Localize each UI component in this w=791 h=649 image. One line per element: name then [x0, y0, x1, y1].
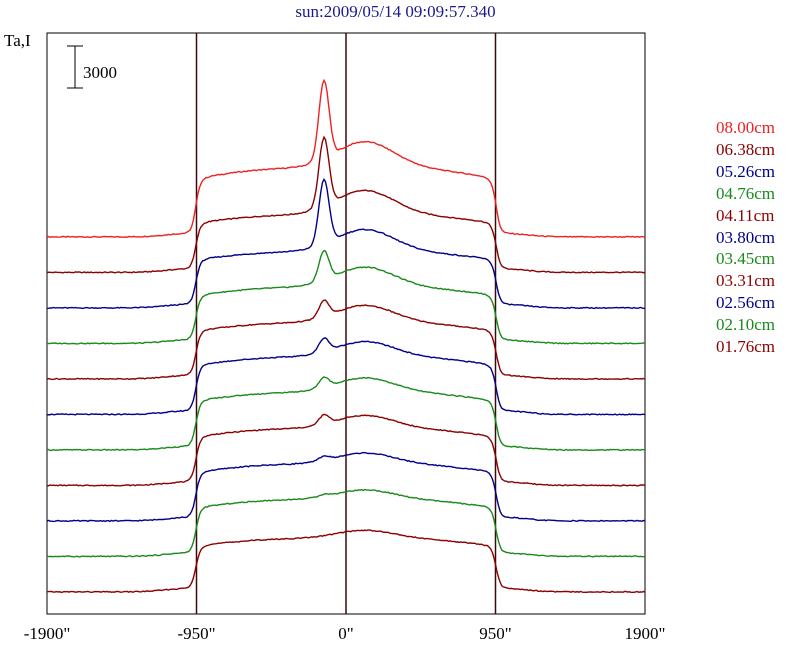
legend-item: 01.76cm [716, 337, 776, 357]
legend-item: 02.10cm [716, 315, 776, 335]
legend-item: 03.45cm [716, 249, 776, 269]
legend-item: 04.11cm [716, 205, 775, 225]
series-line [47, 413, 646, 487]
series-line [46, 529, 646, 594]
legend-item: 04.76cm [716, 183, 776, 203]
x-tick-label: 950" [479, 624, 512, 643]
legend-item: 03.80cm [716, 227, 776, 247]
legend-item: 02.56cm [716, 293, 776, 313]
series-line [46, 178, 646, 310]
chart-title: sun:2009/05/14 09:09:57.340 [295, 2, 496, 21]
series-line [46, 78, 646, 239]
series-line [46, 337, 646, 416]
series-line [46, 376, 646, 452]
legend-item: 05.26cm [716, 161, 776, 181]
series-line [46, 488, 646, 558]
legend-item: 06.38cm [716, 139, 776, 159]
legend: 08.00cm 06.38cm 05.26cm 04.76cm 04.11cm 03.80… [716, 117, 791, 358]
legend-item: 08.00cm [716, 118, 776, 137]
x-tick-label: -1900" [23, 624, 71, 643]
x-tick-label: 0" [338, 624, 354, 643]
x-tick-label: 1900" [624, 624, 666, 643]
legend-item: 03.31cm [716, 271, 776, 291]
series-line [46, 135, 646, 274]
x-tick-label: -950" [177, 624, 216, 643]
series-line [46, 299, 646, 381]
y-axis-label: Ta,I [4, 31, 31, 50]
series-line [46, 249, 646, 345]
scale-bar-label: 3000 [83, 63, 117, 82]
series-line [46, 451, 646, 523]
